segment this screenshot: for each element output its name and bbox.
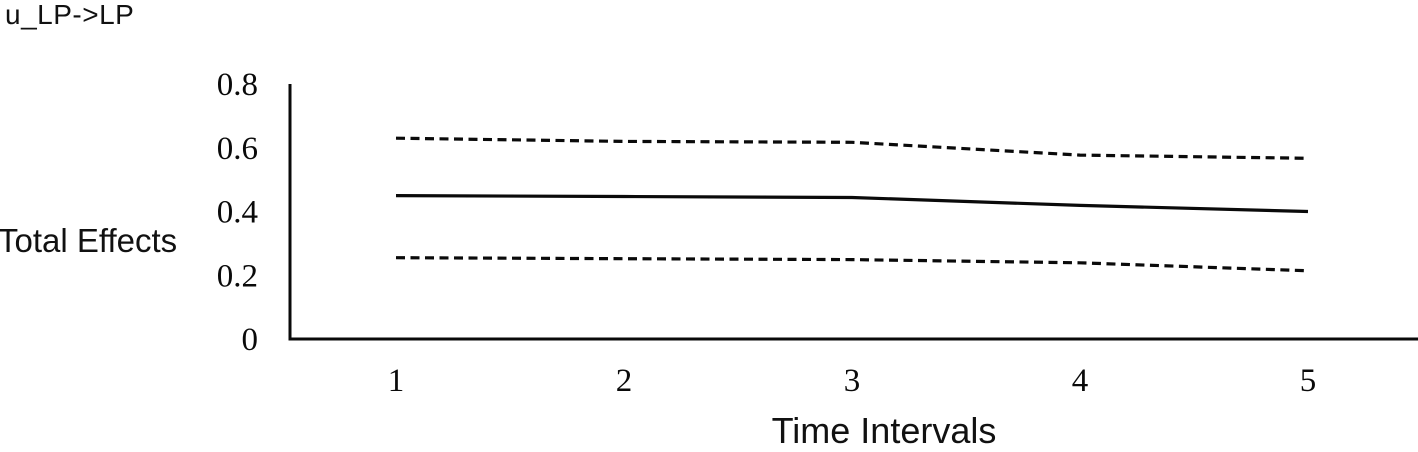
- x-tick-label: 5: [1300, 363, 1317, 399]
- x-tick-label: 4: [1072, 363, 1089, 399]
- y-tick-label: 0.6: [217, 131, 258, 167]
- y-axis-label: Total Effects: [0, 222, 178, 259]
- series-line-upper-confidence-bound: [395, 136, 1309, 160]
- x-tick-label: 3: [844, 363, 861, 399]
- x-tick-label: 1: [388, 363, 405, 399]
- y-tick-label: 0.2: [217, 258, 258, 294]
- y-tick-label: 0.4: [217, 195, 258, 231]
- y-tick-label: 0.8: [217, 67, 258, 103]
- series-line-total-effect: [395, 194, 1309, 214]
- x-axis-label: Time Intervals: [771, 410, 997, 451]
- x-tick-label: 2: [616, 363, 633, 399]
- axes: [288, 84, 1418, 341]
- chart-title: u_LP->LP: [5, 0, 135, 30]
- series-line-lower-confidence-bound: [395, 256, 1309, 273]
- y-tick-label: 0: [242, 322, 259, 358]
